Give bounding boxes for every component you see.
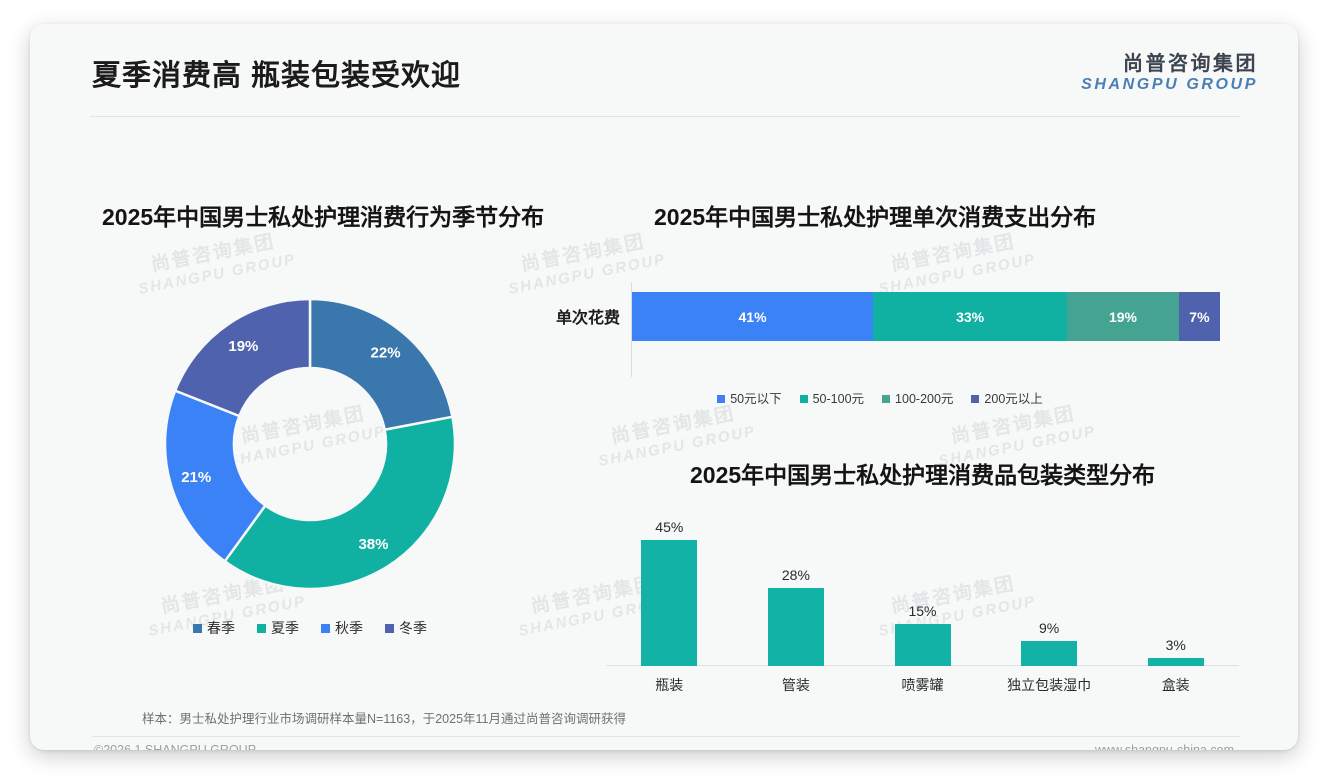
header-divider [90,116,1240,117]
column-chart-group: 3% 盒装 [1116,636,1236,693]
spend-stacked-bar-chart: 单次花费 41% 33% 19% 7% [530,282,1230,377]
donut-slice[interactable] [223,415,457,591]
legend-swatch-icon [193,623,202,633]
column-bar[interactable] [894,624,951,666]
column-chart-title: 2025年中国男士私处护理消费品包装类型分布 [690,462,1156,488]
season-donut-chart: 22% 38% 21% 19% [125,269,495,619]
stacked-bar-segment-value: 33% [956,308,985,325]
donut-legend-item[interactable]: 春季 [193,618,235,638]
donut-slice-value: 19% [228,338,258,355]
column-bar[interactable] [1021,640,1078,666]
donut-legend-item[interactable]: 秋季 [321,618,363,638]
column-chart-group: 28% 管装 [736,566,856,693]
donut-svg: 22% 38% 21% 19% [163,297,457,591]
donut-slice[interactable] [163,388,268,564]
column-category-label: 管装 [781,677,810,693]
sample-note: 样本：男士私处护理行业市场调研样本量N=1163，于2025年11月通过尚普咨询… [142,712,626,726]
stacked-bar-legend-label: 50元以下 [730,392,782,406]
donut-chart-title: 2025年中国男士私处护理消费行为季节分布 [102,204,545,230]
stacked-bar-legend: 50元以下 50-100元 100-200元 200元以上 [530,388,1230,408]
stacked-bar-segment-value: 41% [738,308,767,325]
column-value-label: 28% [781,566,810,583]
column-category-label: 盒装 [1161,677,1190,693]
donut-legend: 春季 夏季 秋季 冬季 [125,618,495,638]
column-chart-group: 9% 独立包装湿巾 [989,619,1109,693]
slide-header: 夏季消费高 瓶装包装受欢迎 尚普咨询集团 SHANGPU GROUP [30,24,1298,116]
donut-slice[interactable] [173,297,312,418]
stacked-bar-segment[interactable]: 33% [873,292,1068,341]
footer-divider [92,736,1240,737]
column-chart-group: 45% 瓶装 [609,519,729,693]
legend-swatch-icon [971,394,980,403]
column-category-label: 瓶装 [655,677,684,693]
column-value-label: 15% [908,603,937,619]
watermark-cn-text: 尚普咨询集团 [519,231,648,277]
column-bar[interactable] [767,587,824,666]
stacked-bar-segment[interactable]: 19% [1067,292,1179,341]
footer-copyright: ©2026.1 SHANGPU GROUP [94,743,257,750]
stacked-bar-chart-title: 2025年中国男士私处护理单次消费支出分布 [654,204,1097,230]
legend-swatch-icon [882,394,891,403]
donut-slice[interactable] [308,297,454,432]
legend-swatch-icon [257,623,266,633]
column-chart-group: 15% 喷雾罐 [863,603,983,693]
column-bar[interactable] [641,540,698,666]
stacked-bar-legend-item[interactable]: 50元以下 [717,388,782,407]
stacked-bar-legend-item[interactable]: 50-100元 [799,388,865,407]
donut-slice-value: 38% [358,536,388,553]
brand-logo-cn: 尚普咨询集团 [1123,53,1258,75]
stacked-bar-segment-value: 7% [1189,308,1210,325]
legend-swatch-icon [385,623,394,633]
donut-legend-label: 春季 [207,620,235,636]
stacked-bar-legend-label: 100-200元 [895,392,954,406]
column-category-label: 喷雾罐 [901,677,944,693]
donut-legend-item[interactable]: 冬季 [385,618,427,638]
stacked-bar-segment[interactable]: 41% [632,292,874,341]
donut-slice-value: 22% [371,345,401,362]
stacked-bar-legend-item[interactable]: 100-200元 [882,388,953,407]
brand-logo: 尚普咨询集团 SHANGPU GROUP [1081,54,1258,94]
stacked-bar-axis-line [631,282,632,377]
page-title: 夏季消费高 瓶装包装受欢迎 [92,60,462,92]
column-bar[interactable] [1147,657,1204,666]
slide-canvas: 尚普咨询集团 SHANGPU GROUP 尚普咨询集团 SHANGPU GROU… [30,24,1298,750]
donut-slice-value: 21% [181,469,211,486]
brand-logo-en: SHANGPU GROUP [1081,76,1258,93]
legend-swatch-icon [717,394,726,403]
stacked-bar-segment-value: 19% [1108,308,1137,325]
donut-legend-label: 秋季 [335,620,363,636]
column-category-label: 独立包装湿巾 [1007,677,1092,693]
donut-legend-label: 夏季 [271,620,299,636]
stacked-bar-category-label: 单次花费 [555,310,620,327]
legend-swatch-icon [321,623,330,633]
stacked-bar-legend-item[interactable]: 200元以上 [971,388,1043,407]
watermark-cn-text: 尚普咨询集团 [889,231,1018,277]
stacked-bar-legend-label: 200元以上 [984,392,1043,406]
stacked-bar-legend-label: 50-100元 [812,392,865,406]
stacked-bar-segment[interactable]: 7% [1178,292,1220,341]
stacked-bar-track: 41% 33% 19% 7% [632,292,1220,341]
donut-legend-item[interactable]: 夏季 [257,618,299,638]
legend-swatch-icon [799,394,808,403]
packaging-column-chart: 45% 瓶装 28% 管装 15% 喷雾罐 9% 独立包装湿巾 3% 盒装 [600,502,1245,702]
column-value-label: 9% [1038,619,1060,636]
footer-website: www.shangpu-china.com [1095,743,1234,750]
donut-legend-label: 冬季 [399,620,427,636]
column-value-label: 45% [655,519,684,535]
column-value-label: 3% [1165,636,1186,653]
